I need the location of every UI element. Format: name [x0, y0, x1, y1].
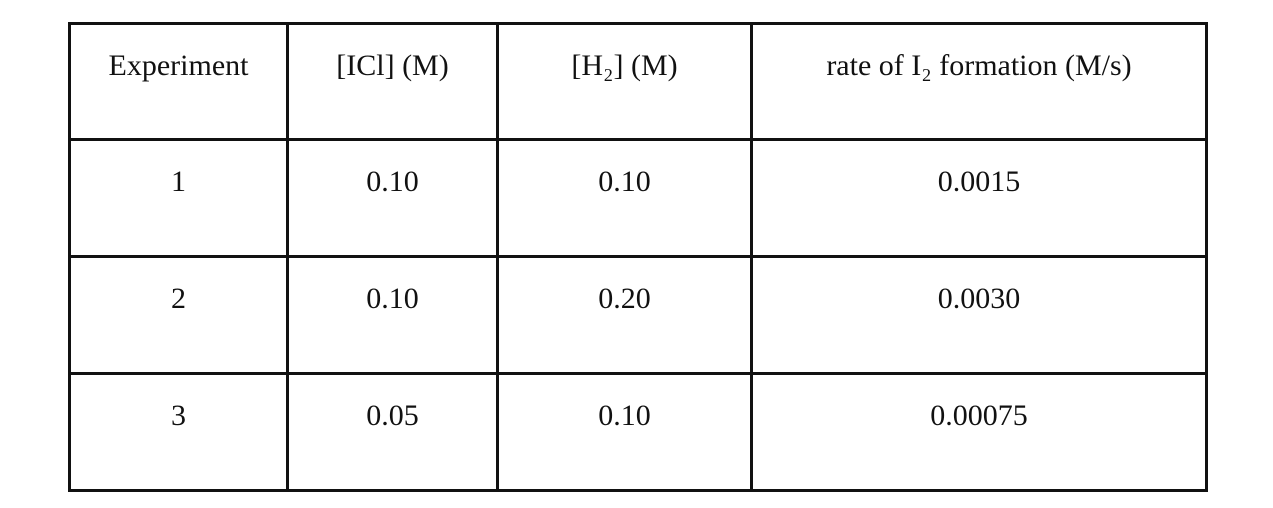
- table-cell: 0.10: [286, 138, 499, 258]
- header-cell: Experiment: [68, 22, 289, 141]
- table-cell: 0.0030: [750, 255, 1208, 375]
- table-cell: 0.05: [286, 372, 499, 492]
- table-row: 2 0.10 0.20 0.0030: [68, 255, 1208, 375]
- table-row: 3 0.05 0.10 0.00075: [68, 372, 1208, 492]
- table-cell: 3: [68, 372, 289, 492]
- table-row: 1 0.10 0.10 0.0015: [68, 138, 1208, 258]
- header-row: Experiment [ICl] (M) [H₂] (M) rate of I₂…: [68, 22, 1208, 141]
- table-cell: 0.10: [496, 372, 753, 492]
- table-cell: 0.10: [286, 255, 499, 375]
- table-cell: 0.10: [496, 138, 753, 258]
- header-cell: [ICl] (M): [286, 22, 499, 141]
- table-cell: 0.0015: [750, 138, 1208, 258]
- table-cell: 1: [68, 138, 289, 258]
- data-table: Experiment [ICl] (M) [H₂] (M) rate of I₂…: [68, 22, 1208, 492]
- table-body: 1 0.10 0.10 0.0015 2 0.10 0.20 0.0030 3 0.05 0.10 0…: [68, 138, 1208, 492]
- table-cell: 0.20: [496, 255, 753, 375]
- header-cell: [H₂] (M): [496, 22, 753, 141]
- table-cell: 0.00075: [750, 372, 1208, 492]
- header-cell: rate of I₂ formation (M/s): [750, 22, 1208, 141]
- table-cell: 2: [68, 255, 289, 375]
